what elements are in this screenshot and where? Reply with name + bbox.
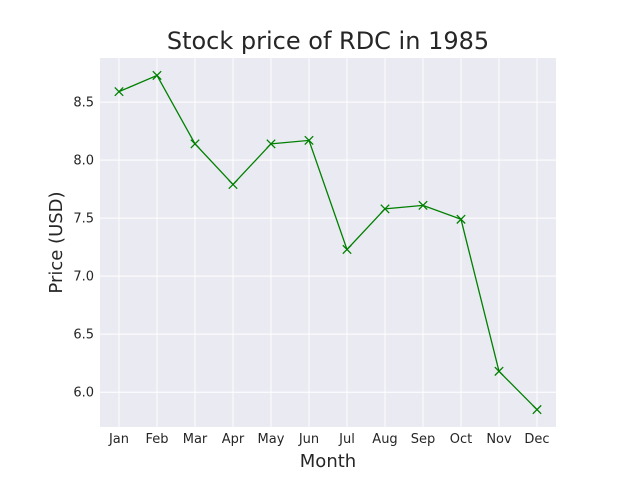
y-tick-label: 6.0	[73, 386, 94, 401]
data-point	[152, 70, 162, 81]
y-tick-label: 8.5	[73, 96, 94, 111]
y-tick-label: 6.5	[73, 328, 94, 343]
data-point	[532, 404, 542, 415]
plot-area	[100, 58, 556, 427]
y-axis-label: Price (USD)	[46, 191, 67, 293]
data-point	[456, 214, 466, 224]
data-point	[342, 244, 352, 255]
data-point	[418, 200, 428, 211]
x-tick-label: Dec	[524, 432, 549, 447]
data-point	[266, 139, 276, 149]
data-point	[494, 366, 504, 376]
x-tick-label: Feb	[145, 432, 168, 447]
series-layer	[114, 70, 542, 415]
y-tick-label: 7.0	[73, 270, 94, 285]
x-tick-label: Aug	[372, 432, 397, 447]
x-tick-label: Sep	[411, 432, 436, 447]
data-point	[190, 139, 200, 149]
tick-labels: Jan Feb Mar Apr May Jun Jul Aug Sep Oct Nov Dec 6.0 6…	[73, 96, 549, 447]
x-tick-label: Apr	[222, 432, 245, 447]
x-tick-label: Nov	[486, 432, 512, 447]
y-tick-label: 7.5	[73, 212, 94, 227]
data-point	[114, 86, 124, 97]
data-point	[304, 135, 314, 146]
x-tick-label: Jan	[108, 432, 129, 447]
x-tick-label: Oct	[450, 432, 472, 447]
x-tick-label: Jun	[298, 432, 319, 447]
x-tick-label: Jul	[338, 432, 355, 447]
x-tick-label: Mar	[183, 432, 208, 447]
chart-title: Stock price of RDC in 1985	[167, 27, 489, 55]
grid	[100, 58, 556, 427]
x-axis-label: Month	[300, 451, 356, 472]
x-tick-label: May	[258, 432, 285, 447]
y-tick-label: 8.0	[73, 154, 94, 169]
series-line	[118, 74, 538, 411]
data-point	[380, 204, 390, 214]
data-point	[228, 179, 238, 190]
